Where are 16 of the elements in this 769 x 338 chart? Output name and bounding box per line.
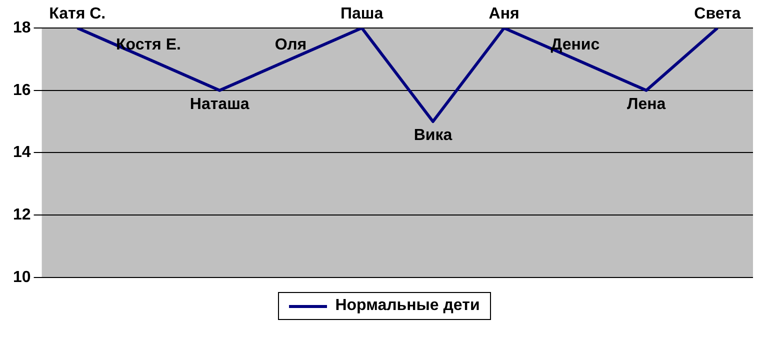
- legend-label: Нормальные дети: [335, 297, 480, 315]
- x-tick-label: Денис: [550, 36, 600, 54]
- x-tick-label: Света: [694, 5, 741, 22]
- x-tick-label: Аня: [488, 5, 520, 22]
- x-tick-label: Паша: [340, 5, 384, 22]
- y-tick-label: 18: [13, 19, 31, 36]
- x-tick-label: Катя С.: [49, 5, 106, 22]
- y-tick-label: 16: [13, 82, 31, 99]
- y-tick-label: 12: [13, 206, 31, 224]
- x-tick-label: Лена: [626, 96, 666, 113]
- x-tick-label: Оля: [274, 36, 307, 54]
- x-tick-label: Вика: [414, 126, 452, 144]
- x-tick-label: Наташа: [190, 96, 250, 113]
- y-tick-label: 14: [13, 144, 31, 162]
- x-tick-label: Костя Е.: [116, 36, 181, 54]
- y-tick-label: 10: [13, 268, 31, 286]
